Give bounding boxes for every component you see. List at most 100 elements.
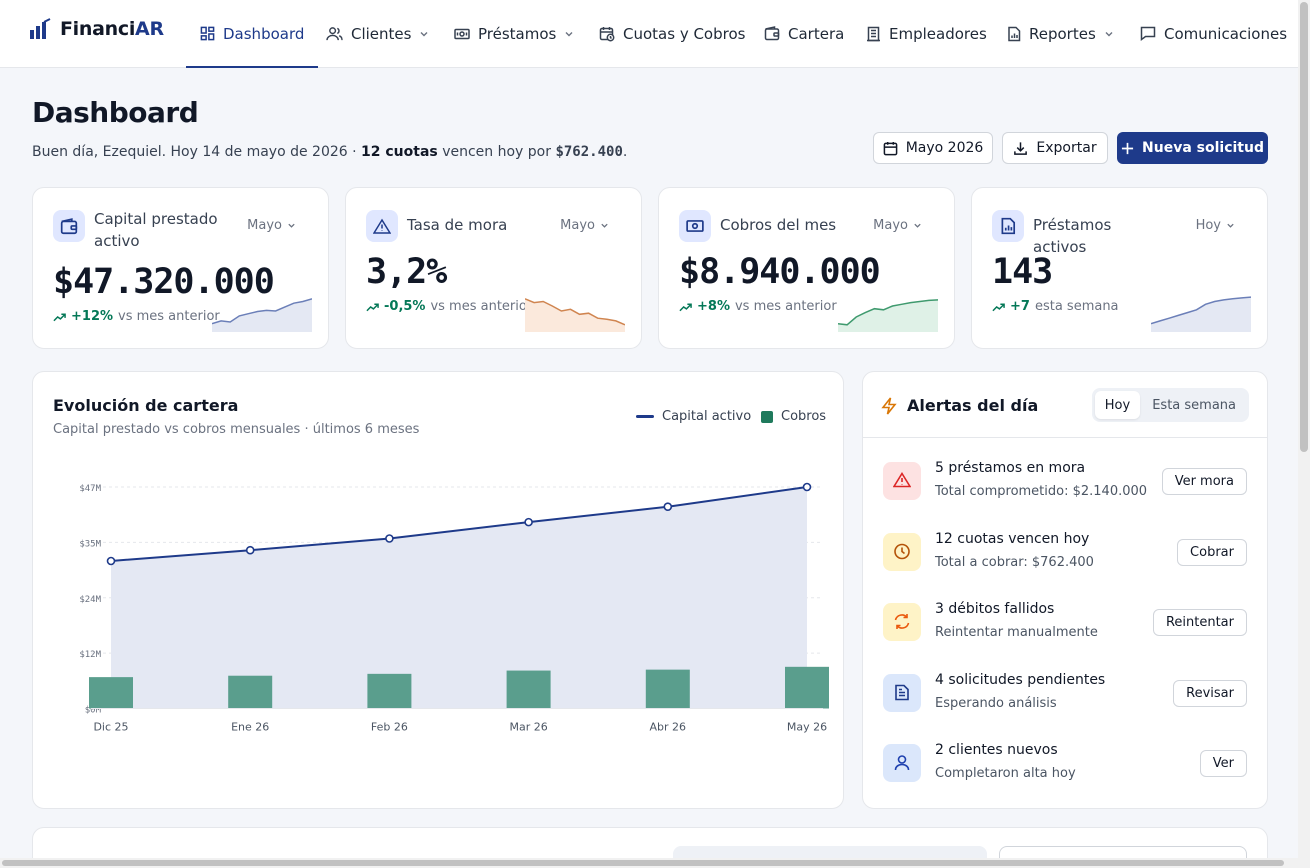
banknote-icon: [679, 210, 711, 242]
nav-clientes-label: Clientes: [351, 24, 412, 43]
capital-point: [802, 482, 812, 492]
tab-this-week[interactable]: Esta semana: [1152, 397, 1236, 413]
x-tick-label: Dic 25: [93, 721, 128, 734]
nav-prestamos[interactable]: Préstamos: [454, 0, 574, 67]
app-logo[interactable]: FinanciAR: [28, 18, 164, 40]
nav-empleadores[interactable]: Empleadores: [866, 0, 987, 67]
capital-sparkline: [212, 298, 312, 332]
loans-search-input[interactable]: [999, 846, 1247, 868]
new-application-label: Nueva solicitud: [1142, 140, 1264, 156]
nav-dashboard-label: Dashboard: [223, 24, 305, 43]
refresh-icon: [883, 603, 921, 641]
cobros-bar: [367, 673, 412, 709]
cobros-bar: [228, 675, 273, 709]
alert-action-button[interactable]: Revisar: [1173, 680, 1247, 707]
alert-action-button[interactable]: Ver: [1199, 750, 1247, 777]
legend-capital: Capital activo: [636, 409, 751, 424]
cobros-bar: [89, 677, 133, 709]
alert-action-button[interactable]: Reintentar: [1152, 609, 1247, 636]
report-file-icon: [1008, 26, 1021, 41]
nav-empleadores-label: Empleadores: [889, 24, 987, 43]
x-tick-label: Ene 26: [231, 721, 269, 734]
kpi-label: Cobros del mes: [720, 216, 837, 234]
alert-item: 5 préstamos en mora Total comprometido: $…: [883, 460, 1247, 508]
users-icon: [326, 27, 343, 41]
user-icon: [883, 744, 921, 782]
chevron-down-icon: [914, 223, 921, 228]
banknote-icon: [454, 28, 470, 39]
kpi-value: 143: [992, 252, 1053, 292]
nav-clientes[interactable]: Clientes: [326, 0, 429, 67]
alert-subtitle: Total comprometido: $2.140.000: [935, 484, 1148, 499]
page-title: Dashboard: [32, 96, 199, 129]
kpi-value: $8.940.000: [679, 252, 881, 292]
kpi-card-capital: Capital prestado activo Mayo $47.320.000…: [32, 187, 329, 349]
y-tick-label: $12M: [79, 650, 101, 660]
nav-cuotas[interactable]: Cuotas y Cobros: [599, 0, 745, 67]
capital-point: [524, 517, 533, 527]
chevron-down-icon: [420, 31, 428, 36]
x-tick-label: Feb 26: [371, 721, 408, 734]
kpi-card-mora: Tasa de mora Mayo 3,2% -0,5% vs mes anter…: [345, 187, 642, 349]
new-application-button[interactable]: Nueva solicitud: [1117, 132, 1268, 164]
vertical-scrollbar[interactable]: [1298, 0, 1310, 868]
export-button[interactable]: Exportar: [1002, 132, 1108, 164]
alert-action-button[interactable]: Cobrar: [1177, 539, 1247, 566]
y-tick-label: $35M: [79, 539, 101, 549]
alert-title: 12 cuotas vencen hoy: [935, 531, 1090, 547]
activos-sparkline: [1151, 296, 1251, 332]
chevron-down-icon: [1105, 31, 1113, 36]
wallet-icon: [764, 26, 780, 41]
building-icon: [867, 26, 880, 41]
nav-comunicaciones-label: Comunicaciones: [1164, 24, 1288, 43]
alert-item: 2 clientes nuevos Completaron alta hoy Ver: [883, 742, 1247, 790]
trend-down-icon: [366, 302, 379, 311]
alert-action-button[interactable]: Ver mora: [1161, 468, 1247, 495]
cobros-sparkline: [838, 299, 938, 332]
alert-triangle-icon: [366, 210, 398, 242]
kpi-value: $47.320.000: [53, 262, 275, 302]
chart-title: Evolución de cartera: [53, 396, 239, 415]
cobros-bar: [785, 666, 829, 709]
kpi-period-select[interactable]: Hoy: [1196, 218, 1235, 233]
nav-prestamos-label: Préstamos: [478, 24, 557, 43]
capital-point: [245, 545, 255, 555]
kpi-period-select[interactable]: Mayo: [247, 218, 296, 233]
alert-item: 12 cuotas vencen hoy Total a cobrar: $762…: [883, 531, 1247, 579]
wallet-icon: [53, 210, 85, 242]
document-chart-icon: [992, 210, 1024, 242]
sparkline-area: [838, 299, 938, 332]
alert-subtitle: Completaron alta hoy: [935, 766, 1076, 781]
alert-subtitle: Total a cobrar: $762.400: [935, 555, 1094, 570]
kpi-label: Capital prestado activo: [94, 210, 218, 250]
nav-reportes[interactable]: Reportes: [1007, 0, 1114, 67]
calendar-clock-icon: [599, 26, 615, 41]
chevron-down-icon: [288, 223, 295, 228]
sparkline-line: [1151, 296, 1251, 325]
sparkline-area: [1151, 297, 1251, 332]
sparkline-area: [525, 298, 625, 332]
period-picker-button[interactable]: Mayo 2026: [873, 132, 993, 164]
alert-item: 4 solicitudes pendientes Esperando anális…: [883, 672, 1247, 720]
kpi-label: Préstamos activos: [1033, 216, 1112, 256]
message-icon: [1140, 26, 1156, 41]
alert-title: 5 préstamos en mora: [935, 460, 1086, 476]
greeting-text: Buen día, Ezequiel. Hoy 14 de mayo de 20…: [32, 144, 628, 160]
nav-cartera[interactable]: Cartera: [764, 0, 844, 67]
legend-cobros: Cobros: [761, 409, 826, 424]
chevron-down-icon: [1227, 223, 1234, 228]
capital-area: [111, 487, 807, 709]
horizontal-scrollbar[interactable]: [0, 858, 1298, 868]
kpi-period-select[interactable]: Mayo: [560, 218, 609, 233]
export-label: Exportar: [1036, 140, 1097, 156]
alert-title: 2 clientes nuevos: [935, 742, 1058, 758]
bar-chart-logo-icon: [30, 18, 51, 39]
kpi-period-select[interactable]: Mayo: [873, 218, 922, 233]
alerts-header: Alertas del día Hoy Esta semana: [863, 372, 1267, 438]
download-icon: [1014, 141, 1028, 155]
nav-dashboard[interactable]: Dashboard: [185, 0, 319, 68]
nav-comunicaciones[interactable]: Comunicaciones: [1140, 0, 1287, 67]
tab-today[interactable]: Hoy: [1094, 391, 1141, 419]
period-picker-label: Mayo 2026: [905, 140, 984, 156]
kpi-label: Tasa de mora: [407, 216, 508, 234]
